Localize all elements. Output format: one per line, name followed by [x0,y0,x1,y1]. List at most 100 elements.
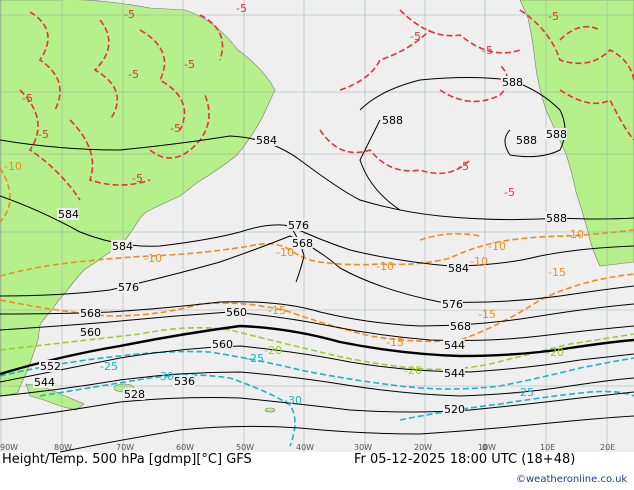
map-title: Height/Temp. 500 hPa [gdmp][°C] GFS [2,452,252,467]
temperature-contour-label: -15 [386,336,404,349]
height-contour-label-bg [79,307,101,319]
height-contour-label-bg [545,128,567,140]
longitude-label: 70W [116,443,134,452]
temperature-contour-label: -25 [100,360,118,373]
temperature-contour-label: -25 [516,386,534,399]
height-contour-label: 544 [444,339,465,352]
height-contour-label-bg [449,320,471,332]
height-contour-label-bg [225,306,247,318]
height-contour-label-bg [255,134,277,146]
height-contour-label: 588 [382,114,403,127]
graticule [0,0,634,452]
longitude-label: 10E [540,443,555,452]
temperature-contour-label: -5 [128,68,139,81]
temperature-contour-label: -10 [4,160,22,173]
height-contour-label: 568 [450,320,471,333]
longitude-label: 30W [354,443,372,452]
height-contour-label-bg [381,114,403,126]
height-contour-label: 552 [40,360,61,373]
height-contour-label: 576 [288,219,309,232]
height-contour-label-bg [447,262,469,274]
height-contour-label-bg [173,375,195,387]
temperature-contours-green [0,326,634,371]
temperature-contour-label: -10 [488,240,506,253]
height-contour-label: 588 [516,134,537,147]
temperature-contour-label: -5 [184,58,195,71]
temperature-contour-label: -15 [268,304,286,317]
height-contour-label: 584 [256,134,277,147]
height-contour-label-bg [117,281,139,293]
height-contour-label: 536 [174,375,195,388]
longitude-label: 20W [414,443,432,452]
height-label-layer: 584 588 588 588 588 584 584 576 568 576 584 588 568 5… [33,76,567,416]
height-contour-label: 544 [444,367,465,380]
height-contour-label: 576 [442,298,463,311]
longitude-label: 60W [176,443,194,452]
temperature-contour-label: -30 [284,394,302,407]
height-contour-label-bg [287,219,309,231]
longitude-label: 80W [54,443,72,452]
height-contour-label: 560 [212,338,233,351]
height-contour-label: 568 [80,307,101,320]
height-contour-label-bg [211,338,233,350]
height-contours [0,77,634,453]
height-contour-label: 560 [80,326,101,339]
longitude-label: 10W [478,443,496,452]
temperature-contour-label: -20 [404,364,422,377]
temperature-contour-label: -20 [264,344,282,357]
height-contour-label-bg [441,298,463,310]
longitude-label: 50W [236,443,254,452]
temperature-contour-label: -5 [124,8,135,21]
height-contour-label-bg [33,376,55,388]
height-contour-label: 560 [226,306,247,319]
temperature-label-layer: -5 -5-5-5-5-5-5-5-5-5-5-5-5-10-10 -10-10-1… [4,2,584,407]
temperature-contours-warm [19,9,634,201]
height-contour-label-bg [443,339,465,351]
temperature-contour-label: -5 [482,44,493,57]
longitude-label: 40W [296,443,314,452]
height-contour-label-bg [111,240,133,252]
temperature-contour-label: -25 [246,352,264,365]
height-contour-label-bg [79,326,101,338]
height-contour-label-bg [57,208,79,220]
temperature-contour-label: -10 [276,246,294,259]
height-contour-label-bg [123,388,145,400]
height-contour-label: 568 [292,237,313,250]
temperature-contour-label: -10 [376,260,394,273]
temperature-contour-label: -5 [22,92,33,105]
credit-link[interactable]: ©weatheronline.co.uk [516,474,628,485]
temperature-contour-label: -5 [236,2,247,15]
temperature-contours-cold [0,350,634,447]
valid-time: Fr 05-12-2025 18:00 UTC (18+48) [354,452,576,467]
longitude-label: 0 [482,443,487,452]
land-south-georgia [264,407,276,413]
height-contour-label-bg [515,134,537,146]
temperature-contour-label: -15 [548,266,566,279]
height-contour-label: 576 [118,281,139,294]
longitude-label: 20E [600,443,615,452]
height-contour-label: 528 [124,388,145,401]
height-contour-label-bg [443,403,465,415]
land-tierra-del-fuego [25,383,85,411]
height-contour-label: 588 [546,212,567,225]
temperature-contour-label: -5 [170,122,181,135]
longitude-label: 90W [0,443,18,452]
temperature-contour-label: -5 [458,160,469,173]
height-contour-label: 520 [444,403,465,416]
height-contour-label: 584 [448,262,469,275]
height-contour-label: 584 [112,240,133,253]
height-contour-label: 544 [34,376,55,389]
height-contour-label: 588 [502,76,523,89]
temperature-contour-label: -10 [566,228,584,241]
height-contour-label-bg [291,237,313,249]
temperature-contour-label: -20 [546,346,564,359]
height-contour-label-bg [545,212,567,224]
temperature-contour-label: -5 [548,10,559,23]
temperature-contour-label: -5 [410,30,421,43]
temperature-contour-label: -10 [144,252,162,265]
height-contour-label-bg [39,360,61,372]
height-contour-label-bg [443,367,465,379]
height-contour-label-bg [501,76,523,88]
